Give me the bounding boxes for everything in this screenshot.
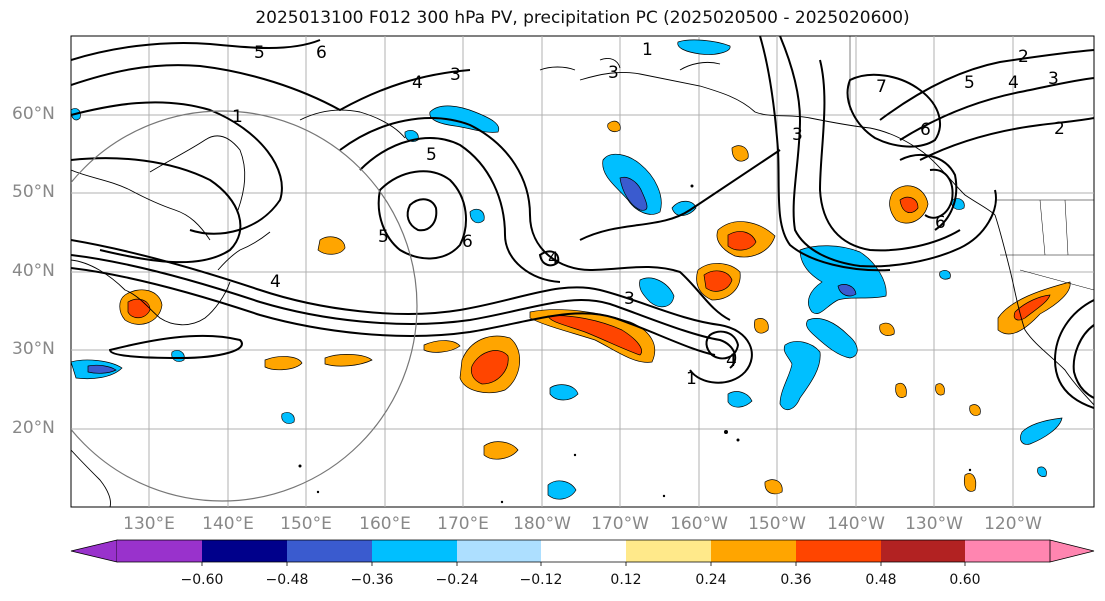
colorbar-tick-label: 0.36 xyxy=(780,572,812,588)
colorbar-tick-label: −0.36 xyxy=(350,572,394,588)
contour-label: 3 xyxy=(792,125,803,145)
contour-label: 5 xyxy=(964,73,975,93)
lon-label: 120°W xyxy=(984,514,1042,534)
contour-label: 3 xyxy=(624,289,635,309)
coastlines xyxy=(71,57,1094,507)
contour-label: 4 xyxy=(548,249,559,269)
lon-label: 140°E xyxy=(202,514,254,534)
contour-label: 6 xyxy=(462,232,473,252)
contour-label: 4 xyxy=(726,351,737,371)
lon-label: 170°E xyxy=(437,514,489,534)
contour-labels: 5 6 1 4 3 5 6 4 3 1 3 7 5 6 2 4 4 3 1 4 … xyxy=(232,40,1065,389)
colorbar-tick-label: 0.48 xyxy=(865,572,897,588)
lon-label: 180°W xyxy=(513,514,571,534)
colorbar-tick-label: 0.60 xyxy=(949,572,981,588)
lat-label-50n: 50°N xyxy=(12,182,55,202)
contour-label: 4 xyxy=(1008,73,1019,93)
precip-positive xyxy=(119,120,1071,495)
contour-label: 2 xyxy=(1018,47,1029,67)
contour-label: 4 xyxy=(412,73,423,93)
contour-label: 3 xyxy=(608,63,619,83)
colorbar-extend-low xyxy=(70,539,118,563)
colorbar xyxy=(70,539,1095,566)
lon-label: 150°E xyxy=(280,514,332,534)
colorbar-extend-high xyxy=(1049,539,1095,563)
contour-label: 5 xyxy=(254,43,265,63)
contour-label: 3 xyxy=(1048,69,1059,89)
map-title: 2025013100 F012 300 hPa PV, precipitatio… xyxy=(255,8,910,28)
lon-label: 160°W xyxy=(670,514,728,534)
lon-label: 160°E xyxy=(359,514,411,534)
lon-label: 130°E xyxy=(123,514,175,534)
contour-label: 1 xyxy=(232,107,243,127)
borders xyxy=(849,36,1094,291)
contour-label: 1 xyxy=(642,40,653,60)
contour-label: 6 xyxy=(935,213,946,233)
contour-label: 5 xyxy=(378,227,389,247)
lat-label-20n: 20°N xyxy=(12,418,55,438)
contour-label: 2 xyxy=(1054,119,1065,139)
contour-label: 7 xyxy=(876,77,887,97)
colorbar-tick-label: −0.24 xyxy=(435,572,479,588)
projection-circle xyxy=(71,110,418,502)
contour-label: 3 xyxy=(450,65,461,85)
contour-label: 6 xyxy=(316,43,327,63)
contour-label: 4 xyxy=(270,272,281,292)
colorbar-tick-label: 0.24 xyxy=(695,572,727,588)
lat-label-40n: 40°N xyxy=(12,261,55,281)
gridlines xyxy=(71,36,1094,507)
colorbar-tick-label: −0.48 xyxy=(265,572,309,588)
colorbar-tick-label: −0.12 xyxy=(519,572,563,588)
lon-label: 130°W xyxy=(905,514,963,534)
lat-label-60n: 60°N xyxy=(12,104,55,124)
pv-contours xyxy=(71,36,1094,409)
colorbar-tick-label: 0.12 xyxy=(610,572,642,588)
lon-label: 140°W xyxy=(827,514,885,534)
contour-label: 5 xyxy=(426,145,437,165)
lon-label: 150°W xyxy=(748,514,806,534)
lon-label: 170°W xyxy=(591,514,649,534)
precip-negative xyxy=(71,39,1063,500)
colorbar-ticks xyxy=(201,562,966,566)
colorbar-tick-label: −0.60 xyxy=(180,572,224,588)
islands xyxy=(298,184,972,504)
lat-label-30n: 30°N xyxy=(12,339,55,359)
contour-label: 6 xyxy=(920,120,931,140)
contour-label: 1 xyxy=(686,369,697,389)
